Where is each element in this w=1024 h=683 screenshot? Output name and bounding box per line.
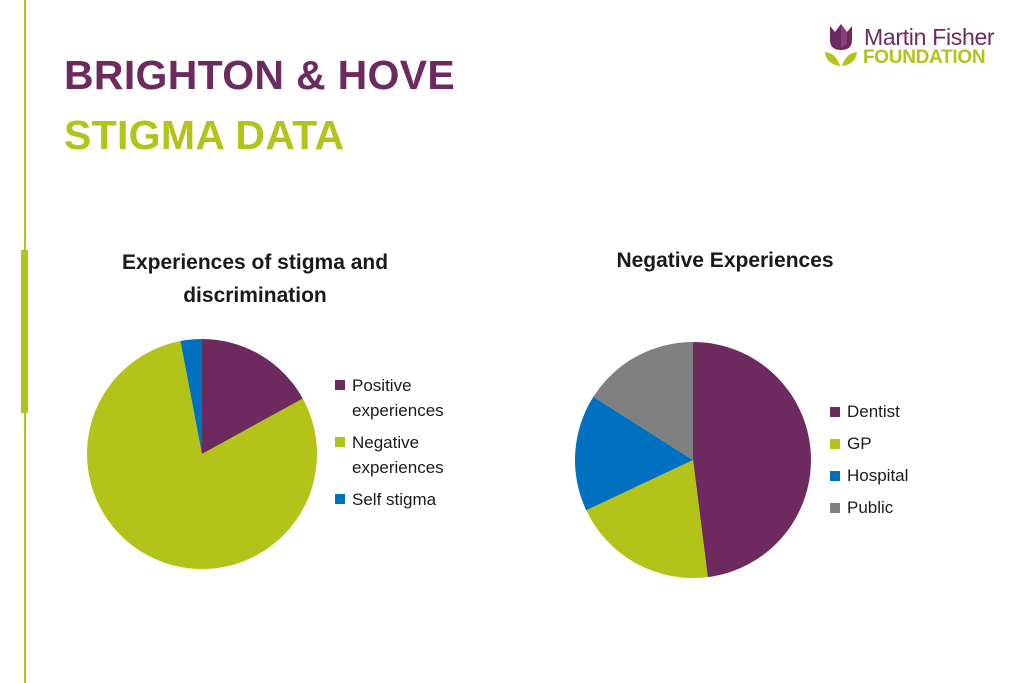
slide-subtitle: STIGMA DATA xyxy=(64,112,345,158)
legend-label: Positive experiences xyxy=(352,376,444,420)
chart1-slice-positive-experiences xyxy=(202,339,303,454)
chart2-pie xyxy=(575,342,811,578)
legend-swatch xyxy=(830,407,840,417)
legend-label: Hospital xyxy=(847,466,909,485)
legend-label: Dentist xyxy=(847,402,900,421)
chart2-legend: Dentist GP Hospital Public xyxy=(830,400,950,528)
chart1-title: Experiences of stigma and discrimination xyxy=(121,251,389,307)
chart2-title: Negative Experiences xyxy=(616,249,834,272)
legend-swatch xyxy=(830,503,840,513)
chart2-slice-public xyxy=(593,342,693,460)
legend-swatch xyxy=(830,471,840,481)
chart2-legend-item: Hospital xyxy=(830,464,950,488)
legend-swatch xyxy=(335,494,345,504)
chart1-slice-negative-experiences xyxy=(86,341,317,569)
accent-bar xyxy=(21,250,28,413)
chart1-pie xyxy=(86,339,317,569)
chart2-slice-gp xyxy=(586,460,708,578)
legend-swatch xyxy=(830,439,840,449)
chart1-legend: Positive experiences Negative experiences… xyxy=(335,373,465,519)
chart2-legend-item: Public xyxy=(830,496,950,520)
logo-foundation: FOUNDATION xyxy=(863,47,986,68)
foundation-logo: Martin Fisher FOUNDATION xyxy=(822,18,1012,74)
chart2-legend-item: Dentist xyxy=(830,400,950,424)
legend-swatch xyxy=(335,437,345,447)
chart1-legend-item: Self stigma xyxy=(335,487,465,512)
legend-label: Self stigma xyxy=(352,490,437,509)
tulip-leaf-icon xyxy=(825,24,857,66)
chart1-legend-item: Negative experiences xyxy=(335,430,465,480)
chart2-legend-item: GP xyxy=(830,432,950,456)
legend-label: Negative experiences xyxy=(352,433,444,477)
legend-label: Public xyxy=(847,498,894,517)
slide-title: BRIGHTON & HOVE xyxy=(64,52,455,98)
legend-label: GP xyxy=(847,434,872,453)
chart2-slice-hospital xyxy=(575,396,693,511)
chart1-slice-self-stigma xyxy=(180,339,202,454)
chart1-legend-item: Positive experiences xyxy=(335,373,465,423)
chart2-slice-dentist xyxy=(693,342,811,578)
logo-name: Martin Fisher xyxy=(864,24,995,50)
legend-swatch xyxy=(335,380,345,390)
